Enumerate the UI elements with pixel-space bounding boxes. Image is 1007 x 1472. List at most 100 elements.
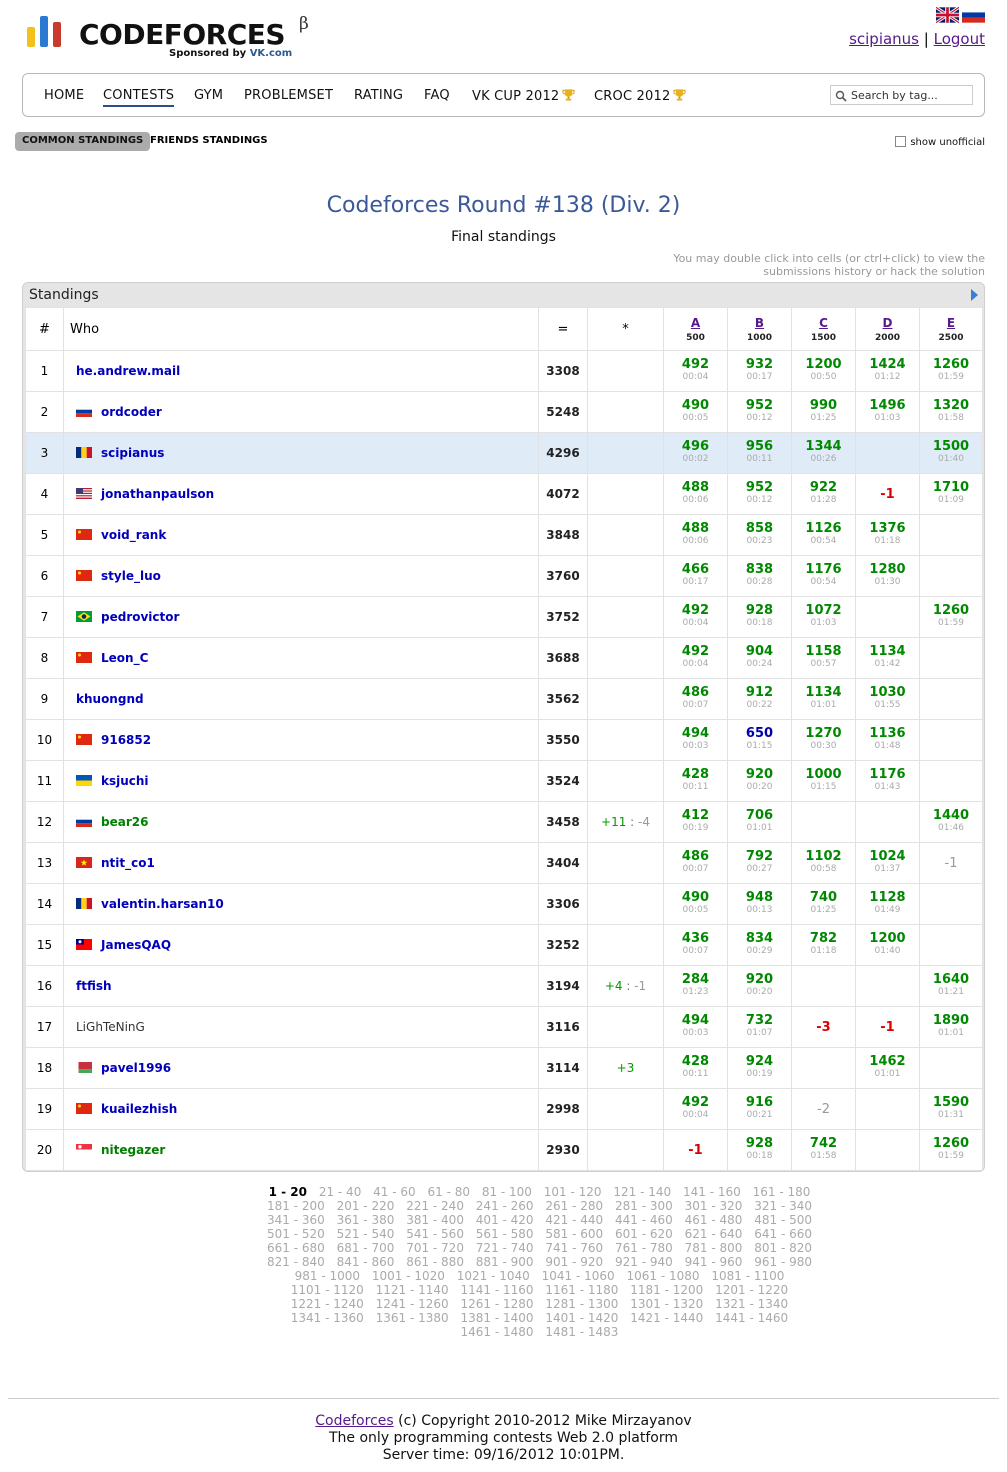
- pager-link[interactable]: 901 - 920: [545, 1255, 604, 1269]
- pager-link[interactable]: 781 - 800: [684, 1241, 743, 1255]
- problem-cell[interactable]: 990 01:25: [791, 391, 856, 433]
- hacks-cell[interactable]: [587, 678, 664, 720]
- hacks-cell[interactable]: [587, 350, 664, 392]
- problem-cell[interactable]: 1496 01:03: [855, 391, 920, 433]
- problem-cell[interactable]: 1280 01:30: [855, 555, 920, 597]
- problem-cell[interactable]: 466 00:17: [663, 555, 728, 597]
- pager-link[interactable]: 341 - 360: [266, 1213, 325, 1227]
- hacks-cell[interactable]: [587, 596, 664, 638]
- problem-cell[interactable]: 1344 00:26: [791, 432, 856, 474]
- english-flag-icon[interactable]: [936, 7, 959, 23]
- problem-cell[interactable]: [919, 924, 983, 966]
- pager-link[interactable]: 1201 - 1220: [715, 1283, 789, 1297]
- pager-link[interactable]: 141 - 160: [683, 1185, 741, 1199]
- pager-link[interactable]: 541 - 560: [406, 1227, 464, 1241]
- pager-link[interactable]: 1461 - 1480: [460, 1325, 534, 1339]
- pager-link[interactable]: 81 - 100: [481, 1185, 532, 1199]
- participant-link[interactable]: khuongnd: [76, 692, 144, 706]
- problem-cell[interactable]: [919, 1047, 983, 1089]
- pager-link[interactable]: 1181 - 1200: [630, 1283, 704, 1297]
- show-unofficial-toggle[interactable]: show unofficial: [895, 136, 985, 148]
- problem-cell[interactable]: 1176 00:54: [791, 555, 856, 597]
- problem-cell[interactable]: 838 00:28: [727, 555, 792, 597]
- problem-cell[interactable]: -1: [919, 842, 983, 884]
- pager-link[interactable]: 1481 - 1483: [545, 1325, 619, 1339]
- problem-cell[interactable]: 1128 01:49: [855, 883, 920, 925]
- problem-cell[interactable]: 1710 01:09: [919, 473, 983, 515]
- pager-link[interactable]: 21 - 40: [318, 1185, 362, 1199]
- pager-link[interactable]: 1281 - 1300: [545, 1297, 619, 1311]
- participant-link[interactable]: bear26: [101, 815, 149, 829]
- problem-cell[interactable]: [855, 596, 920, 638]
- hacks-cell[interactable]: [587, 1006, 664, 1048]
- problem-cell[interactable]: [919, 760, 983, 802]
- participant-link[interactable]: 916852: [101, 733, 152, 747]
- problem-cell[interactable]: 492 00:04: [663, 1088, 728, 1130]
- pager-link[interactable]: 1261 - 1280: [460, 1297, 534, 1311]
- pager-link[interactable]: 761 - 780: [615, 1241, 673, 1255]
- participant-link[interactable]: style_luo: [101, 569, 161, 583]
- problem-cell[interactable]: 1024 01:37: [855, 842, 920, 884]
- problem-cell[interactable]: [855, 801, 920, 843]
- pager-link[interactable]: 1161 - 1180: [545, 1283, 619, 1297]
- problem-cell[interactable]: 1136 01:48: [855, 719, 920, 761]
- hacks-cell[interactable]: [587, 1129, 664, 1171]
- pager-link[interactable]: 61 - 80: [427, 1185, 470, 1199]
- problem-cell[interactable]: 904 00:24: [727, 637, 792, 679]
- hacks-cell[interactable]: +11 : -4: [587, 801, 664, 843]
- pager-link[interactable]: 661 - 680: [266, 1241, 325, 1255]
- problem-cell[interactable]: 428 00:11: [663, 760, 728, 802]
- problem-cell[interactable]: [791, 1047, 856, 1089]
- problem-cell[interactable]: 496 00:02: [663, 432, 728, 474]
- pager-link[interactable]: 401 - 420: [475, 1213, 534, 1227]
- pager-link[interactable]: 1421 - 1440: [630, 1311, 704, 1325]
- participant-link[interactable]: he.andrew.mail: [76, 364, 181, 378]
- participant-link[interactable]: scipianus: [101, 446, 165, 460]
- pager-link[interactable]: 241 - 260: [475, 1199, 534, 1213]
- problem-cell[interactable]: 490 00:05: [663, 391, 728, 433]
- problem-a-link[interactable]: A: [690, 315, 701, 330]
- pager-link[interactable]: 321 - 340: [754, 1199, 813, 1213]
- problem-cell[interactable]: 1270 00:30: [791, 719, 856, 761]
- problem-cell[interactable]: [919, 514, 983, 556]
- problem-cell[interactable]: 916 00:21: [727, 1088, 792, 1130]
- pager-link[interactable]: 461 - 480: [684, 1213, 743, 1227]
- problem-cell[interactable]: 782 01:18: [791, 924, 856, 966]
- problem-cell[interactable]: 1376 01:18: [855, 514, 920, 556]
- pager-link[interactable]: 41 - 60: [373, 1185, 416, 1199]
- hacks-cell[interactable]: [587, 924, 664, 966]
- tab-friends-standings[interactable]: FRIENDS STANDINGS: [150, 135, 268, 146]
- pager-link[interactable]: 121 - 140: [613, 1185, 672, 1199]
- hacks-cell[interactable]: [587, 473, 664, 515]
- codeforces-logo[interactable]: CODEFORCES β Sponsored by VK.com: [27, 14, 337, 64]
- pager-link[interactable]: 621 - 640: [684, 1227, 743, 1241]
- participant-link[interactable]: void_rank: [101, 528, 167, 542]
- pager-link[interactable]: 681 - 700: [336, 1241, 395, 1255]
- problem-cell[interactable]: 488 00:06: [663, 514, 728, 556]
- pager-link[interactable]: 801 - 820: [754, 1241, 813, 1255]
- problem-cell[interactable]: 956 00:11: [727, 432, 792, 474]
- problem-cell[interactable]: 928 00:18: [727, 596, 792, 638]
- tag-search-input[interactable]: Search by tag...: [830, 85, 973, 105]
- hacks-cell[interactable]: [587, 883, 664, 925]
- problem-cell[interactable]: -1: [855, 1006, 920, 1048]
- hacks-cell[interactable]: [587, 637, 664, 679]
- pager-link[interactable]: 1001 - 1020: [371, 1269, 445, 1283]
- pager-link[interactable]: 1361 - 1380: [375, 1311, 449, 1325]
- pager-link[interactable]: 881 - 900: [475, 1255, 534, 1269]
- hacks-cell[interactable]: [587, 432, 664, 474]
- tab-common-standings[interactable]: COMMON STANDINGS: [15, 132, 151, 151]
- pager-link[interactable]: 741 - 760: [545, 1241, 604, 1255]
- pager-link[interactable]: 641 - 660: [754, 1227, 813, 1241]
- participant-link[interactable]: pedrovictor: [101, 610, 180, 624]
- pager-link[interactable]: 1041 - 1060: [541, 1269, 615, 1283]
- problem-cell[interactable]: 740 01:25: [791, 883, 856, 925]
- pager-link[interactable]: 921 - 940: [615, 1255, 673, 1269]
- hacks-cell[interactable]: [587, 760, 664, 802]
- problem-cell[interactable]: -1: [855, 473, 920, 515]
- problem-cell[interactable]: 1102 00:58: [791, 842, 856, 884]
- problem-cell[interactable]: 922 01:28: [791, 473, 856, 515]
- menu-contests[interactable]: CONTESTS: [103, 88, 175, 107]
- problem-cell[interactable]: [855, 1088, 920, 1130]
- problem-cell[interactable]: 1462 01:01: [855, 1047, 920, 1089]
